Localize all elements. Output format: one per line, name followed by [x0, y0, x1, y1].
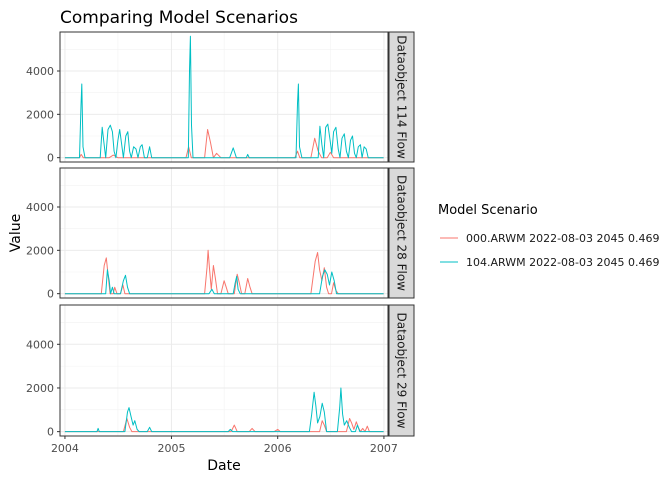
legend-label: 104.ARWM 2022-08-03 2045 0.469 [466, 256, 659, 269]
facet-strip [388, 167, 415, 299]
series-line [64, 269, 384, 295]
y-tick-label: 2000 [26, 108, 54, 121]
y-tick-label: 2000 [26, 244, 54, 257]
x-tick-label: 2007 [370, 442, 398, 455]
y-tick-label: 0 [47, 426, 54, 439]
x-tick-label: 2006 [264, 442, 292, 455]
x-axis-ticks: 2004 2005 2006 2007 [51, 436, 398, 455]
x-tick-label: 2005 [157, 442, 185, 455]
facet-panels: 0 2000 4000 Dataobject 114 Flow 0 2000 4000 Dat… [26, 31, 415, 439]
panel-border [59, 304, 389, 437]
y-tick-label: 4000 [26, 338, 54, 351]
chart-title: Comparing Model Scenarios [60, 8, 298, 28]
legend-title: Model Scenario [438, 203, 538, 218]
panel-border [59, 167, 389, 299]
facet-strip-label: Dataobject 28 Flow [395, 175, 409, 291]
legend-items: 000.ARWM 2022-08-03 2045 0.469 104.ARWM 2… [440, 232, 659, 269]
legend: Model Scenario 000.ARWM 2022-08-03 2045 … [438, 203, 659, 269]
y-tick-label: 4000 [26, 201, 54, 214]
legend-label: 000.ARWM 2022-08-03 2045 0.469 [466, 232, 659, 245]
facet-strip [388, 304, 415, 437]
y-tick-label: 2000 [26, 382, 54, 395]
y-tick-label: 4000 [26, 65, 54, 78]
panel-border [59, 31, 389, 163]
facet-panel: 0 2000 4000 Dataobject 29 Flow [26, 304, 415, 439]
series-line [64, 387, 384, 433]
series-line [64, 35, 384, 159]
facet-panel: 0 2000 4000 Dataobject 28 Flow [26, 167, 415, 301]
facet-strip-label: Dataobject 29 Flow [395, 313, 409, 429]
x-tick-label: 2004 [51, 442, 79, 455]
facet-strip [388, 31, 415, 163]
x-axis-title: Date [207, 458, 240, 474]
facet-panel: 0 2000 4000 Dataobject 114 Flow [26, 31, 415, 165]
facet-strip-label: Dataobject 114 Flow [395, 35, 409, 159]
y-tick-label: 0 [47, 288, 54, 301]
y-axis-title: Value [8, 214, 24, 252]
y-tick-label: 0 [47, 152, 54, 165]
